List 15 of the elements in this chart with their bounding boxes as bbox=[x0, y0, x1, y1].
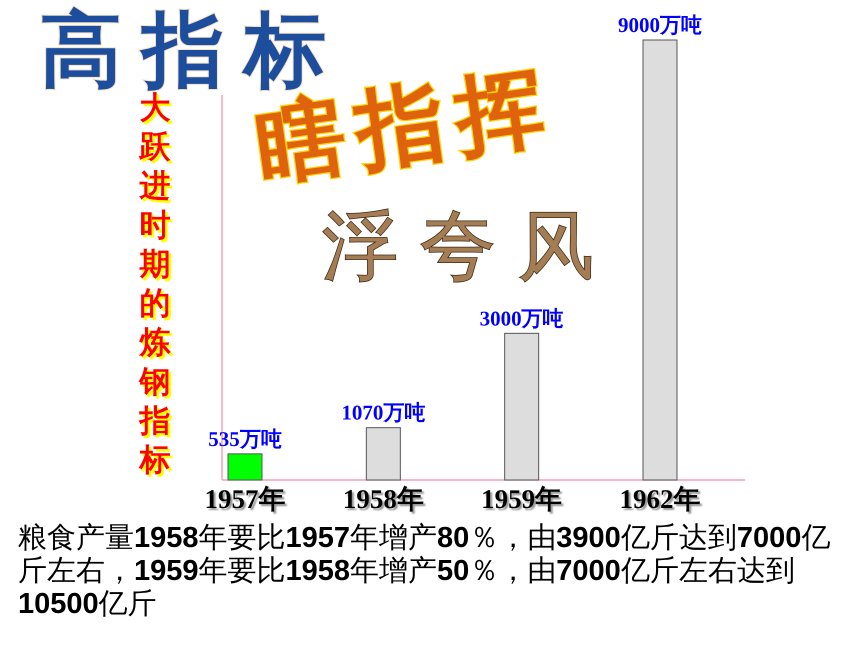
x-tick-label: 1957年 bbox=[204, 484, 286, 514]
text: 粮食产量1958年要比1957年增产80％，由3900亿斤达到7000亿斤左右，1959年要比1958年增产50％，由7000亿斤左右达到10500亿斤 bbox=[18, 522, 830, 620]
bar bbox=[642, 40, 678, 480]
bar bbox=[366, 427, 401, 480]
x-tick-label: 1959年 bbox=[481, 484, 562, 514]
data-label: 1070万吨 bbox=[341, 400, 426, 425]
bar bbox=[504, 332, 540, 480]
x-tick-label: 1958年 bbox=[342, 484, 424, 514]
text: 大跃进时期的炼钢指标 bbox=[140, 90, 170, 478]
x-tick-label: 1962年 bbox=[620, 484, 700, 514]
data-label: 3000万吨 bbox=[480, 306, 564, 330]
bar bbox=[228, 453, 262, 480]
data-label: 535万吨 bbox=[208, 426, 282, 451]
annotation: 浮夸风 bbox=[322, 201, 616, 290]
data-label: 9000万吨 bbox=[618, 13, 702, 37]
